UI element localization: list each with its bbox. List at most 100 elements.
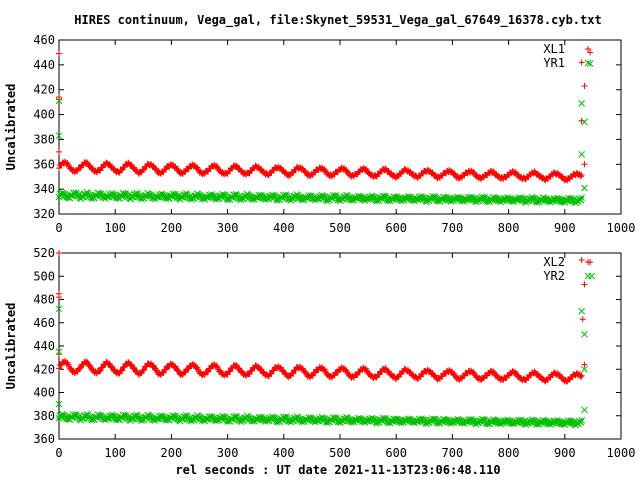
data-point <box>182 369 189 376</box>
x-tick-label: 700 <box>442 221 464 235</box>
x-tick-label: 600 <box>385 221 407 235</box>
data-point <box>227 368 234 375</box>
x-tick-label: 400 <box>273 221 295 235</box>
y-tick-label: 400 <box>33 386 55 400</box>
outlier-point <box>55 97 63 105</box>
data-point <box>290 370 297 377</box>
data-point <box>508 198 516 205</box>
x-tick-label: 0 <box>55 221 62 235</box>
data-point <box>312 369 319 376</box>
y-tick-label: 520 <box>33 246 55 260</box>
y-axis-label: Uncalibrated <box>4 84 18 171</box>
x-tick-label: 200 <box>161 446 183 460</box>
outlier-point <box>56 294 62 301</box>
x-tick-label: 800 <box>498 221 520 235</box>
outlier-point <box>581 161 588 168</box>
legend-marker <box>585 259 591 265</box>
data-point <box>298 418 306 426</box>
data-point <box>83 358 90 365</box>
outlier-point <box>581 365 588 373</box>
x-tick-label: 500 <box>329 446 351 460</box>
legend-label: YR2 <box>543 269 565 283</box>
y-tick-label: 380 <box>33 132 55 146</box>
data-point <box>577 173 584 180</box>
outlier-point <box>55 348 63 356</box>
x-tick-label: 300 <box>217 446 239 460</box>
data-point <box>434 419 441 427</box>
outlier-point <box>55 305 63 313</box>
data-point <box>224 418 231 425</box>
data-point <box>141 366 148 373</box>
outlier-point <box>55 132 63 140</box>
data-point <box>331 372 338 379</box>
data-point <box>132 413 140 421</box>
data-point <box>578 172 585 179</box>
outlier-point <box>578 256 585 263</box>
data-point <box>268 370 275 377</box>
outlier-point <box>578 150 586 158</box>
data-point <box>376 371 383 378</box>
panel-bottom: 0 100 200 300 400 500 600 700 800 900 1000 360 380 40… <box>4 246 635 460</box>
data-point <box>384 197 392 205</box>
legend-marker <box>584 272 592 280</box>
data-point <box>132 191 140 199</box>
y-tick-label: 500 <box>33 269 55 283</box>
outlier-point <box>56 250 62 256</box>
outlier-point <box>579 316 586 323</box>
y-tick-label: 400 <box>33 108 55 122</box>
outlier-point <box>56 50 62 57</box>
outlier-point <box>581 331 588 338</box>
data-point <box>578 416 586 424</box>
outlier-point <box>55 400 63 408</box>
data-point <box>205 368 212 375</box>
data-point <box>160 369 167 376</box>
outlier-point <box>581 82 588 89</box>
data-point <box>97 167 104 174</box>
y-tick-label: 360 <box>33 432 55 446</box>
x-tick-label: 900 <box>554 221 576 235</box>
data-point <box>483 420 491 428</box>
data-point <box>577 418 585 426</box>
outlier-point <box>56 148 62 155</box>
data-point <box>56 165 62 172</box>
legend-marker <box>585 46 591 52</box>
x-tick-label: 300 <box>217 221 239 235</box>
outlier-point <box>578 307 586 315</box>
data-point <box>354 371 361 378</box>
outlier-point <box>587 49 594 56</box>
x-tick-label: 400 <box>273 446 295 460</box>
data-point <box>508 420 516 427</box>
data-point <box>578 194 586 202</box>
y-tick-label: 320 <box>33 207 55 221</box>
data-point <box>56 365 62 372</box>
outlier-point <box>578 59 585 66</box>
data-point <box>138 370 145 377</box>
data-point <box>458 197 466 205</box>
data-point <box>577 373 584 380</box>
x-tick-label: 700 <box>442 446 464 460</box>
data-point <box>119 367 126 374</box>
data-point <box>163 366 170 373</box>
data-point <box>119 167 126 174</box>
x-tick-label: 100 <box>104 221 126 235</box>
legend-marker <box>584 59 592 67</box>
y-tick-label: 440 <box>33 58 55 72</box>
y-tick-label: 340 <box>33 182 55 196</box>
series-yr2 <box>55 272 596 429</box>
outlier-point <box>581 281 588 288</box>
legend-label: YR1 <box>543 56 565 70</box>
y-tick-label: 460 <box>33 33 55 47</box>
chart-title: HIRES continuum, Vega_gal, file:Skynet_5… <box>74 13 601 28</box>
x-tick-label: 100 <box>104 446 126 460</box>
data-point <box>483 198 491 206</box>
outlier-point <box>586 60 594 67</box>
y-tick-label: 380 <box>33 409 55 423</box>
data-point <box>578 372 585 379</box>
data-point <box>434 197 441 205</box>
data-point <box>249 367 256 374</box>
data-point <box>321 193 328 200</box>
outlier-point <box>581 406 588 414</box>
panel-top: 0 100 200 300 400 500 600 700 800 900 1000 320 340 36… <box>4 33 635 235</box>
data-point <box>577 196 585 204</box>
